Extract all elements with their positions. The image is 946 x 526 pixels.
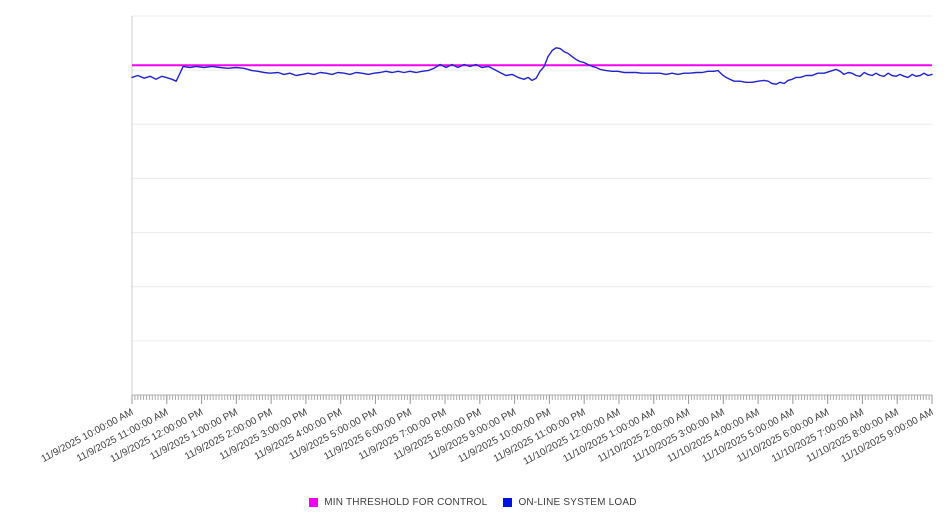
threshold-legend-swatch xyxy=(309,498,319,507)
system-load-legend-label: ON-LINE SYSTEM LOAD xyxy=(518,497,637,508)
legend-item-system-load: ON-LINE SYSTEM LOAD xyxy=(503,497,637,508)
system-load-series-line xyxy=(131,47,933,85)
system-load-legend-swatch xyxy=(503,498,513,507)
threshold-legend-label: MIN THRESHOLD FOR CONTROL xyxy=(324,497,488,508)
chart-legend: MIN THRESHOLD FOR CONTROL ON-LINE SYSTEM… xyxy=(0,497,946,508)
legend-item-min-threshold: MIN THRESHOLD FOR CONTROL xyxy=(309,497,487,508)
